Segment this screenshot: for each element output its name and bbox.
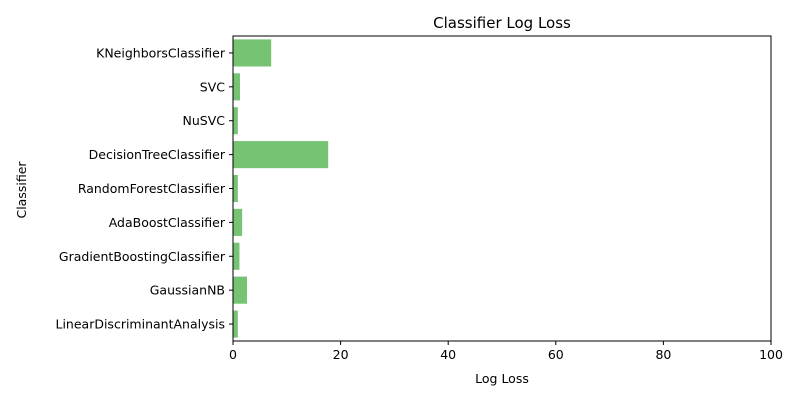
bar-1 xyxy=(233,73,240,101)
y-tick-label: KNeighborsClassifier xyxy=(96,45,226,60)
x-axis-ticks: 0 20 40 60 80 100 xyxy=(229,341,783,362)
x-tick-label: 40 xyxy=(440,347,456,362)
y-tick-label: GaussianNB xyxy=(150,283,225,298)
x-tick-label: 80 xyxy=(655,347,671,362)
x-tick-label: 100 xyxy=(759,347,783,362)
y-tick-label: GradientBoostingClassifier xyxy=(59,249,226,264)
x-tick-label: 20 xyxy=(333,347,349,362)
bar-3 xyxy=(233,141,329,169)
x-tick-label: 60 xyxy=(548,347,564,362)
y-tick-label: LinearDiscriminantAnalysis xyxy=(55,317,225,332)
bars-group xyxy=(233,39,329,338)
bar-5 xyxy=(233,208,243,236)
y-axis-ticks: KNeighborsClassifier SVC NuSVC DecisionTree… xyxy=(55,45,233,332)
bar-0 xyxy=(233,39,272,67)
y-tick-label: NuSVC xyxy=(183,113,226,128)
bar-8 xyxy=(233,310,238,338)
bar-7 xyxy=(233,276,247,304)
plot-frame xyxy=(232,35,772,342)
x-tick-label: 0 xyxy=(229,347,237,362)
chart-title: Classifier Log Loss xyxy=(433,14,571,32)
bar-2 xyxy=(233,107,238,135)
y-tick-label: SVC xyxy=(200,79,225,94)
y-axis-title: Classifier xyxy=(14,161,29,219)
y-tick-label: RandomForestClassifier xyxy=(78,181,226,196)
y-tick-label: AdaBoostClassifier xyxy=(109,215,226,230)
bar-4 xyxy=(233,174,238,203)
y-tick-label: DecisionTreeClassifier xyxy=(89,147,226,162)
bar-6 xyxy=(233,242,240,270)
x-axis-title: Log Loss xyxy=(475,371,529,386)
